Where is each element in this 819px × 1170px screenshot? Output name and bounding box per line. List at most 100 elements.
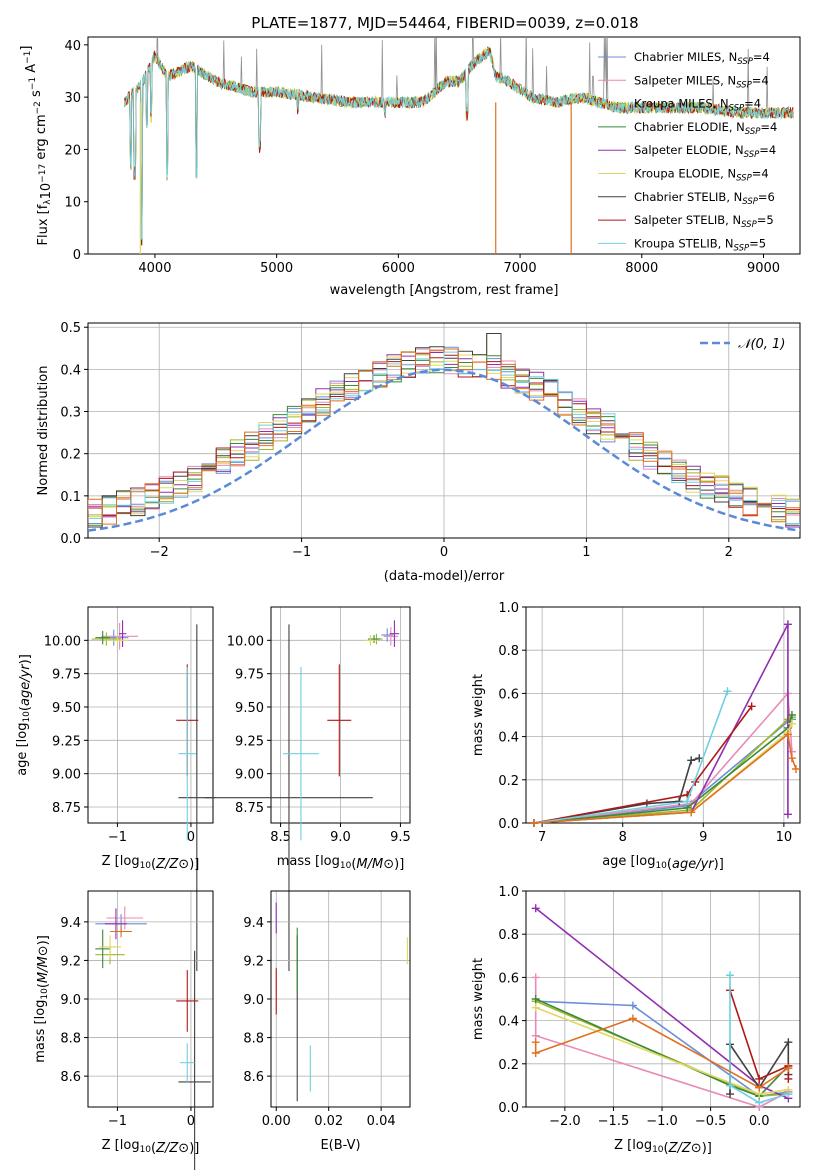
weight-series-line bbox=[535, 1000, 789, 1098]
label-part: 10 bbox=[140, 861, 152, 871]
label-part: 10 bbox=[22, 711, 32, 723]
label-part: ( bbox=[667, 857, 672, 872]
legend-text: Chabrier MILES, N bbox=[634, 50, 737, 64]
label-part: −1 bbox=[23, 51, 33, 64]
y-axis-label: mass [log10(M/M⊙)] bbox=[33, 935, 51, 1063]
weight-series-marker bbox=[784, 1038, 793, 1047]
legend-count: =5 bbox=[749, 236, 766, 250]
label-part: )] bbox=[394, 857, 404, 872]
y-tick-label: 0.6 bbox=[498, 971, 519, 986]
errorbar-point bbox=[389, 620, 400, 647]
y-tick-label: 9.2 bbox=[243, 954, 264, 969]
weight-series-marker bbox=[783, 620, 792, 629]
y-tick-label: 0.6 bbox=[498, 687, 519, 702]
errorbar-point bbox=[104, 908, 127, 940]
label-part: −17 bbox=[38, 164, 48, 183]
errorbar-point bbox=[282, 667, 319, 841]
y-tick-label: 0.0 bbox=[498, 1101, 519, 1116]
y-tick-label: 9.25 bbox=[235, 734, 264, 749]
x-axis-label: Z [log10(Z/Z⊙)] bbox=[102, 854, 200, 872]
label-part: erg cm bbox=[34, 114, 49, 163]
y-tick-label: 0 bbox=[73, 248, 81, 263]
weight-series-marker bbox=[531, 1038, 540, 1047]
label-part: )] bbox=[702, 1141, 712, 1156]
errorbar-point bbox=[110, 925, 133, 938]
legend-text: Salpeter STELIB, N bbox=[634, 213, 741, 227]
legend-subscript: SSP bbox=[745, 127, 761, 137]
y-tick-label: 9.00 bbox=[235, 768, 264, 783]
errorbar-point bbox=[99, 935, 122, 959]
label-part: Flux [f bbox=[36, 204, 51, 245]
x-tick-label: −2.0 bbox=[549, 1114, 581, 1129]
legend-text: Salpeter MILES, N bbox=[634, 73, 736, 87]
y-tick-label: 0.5 bbox=[60, 321, 81, 336]
legend-subscript: SSP bbox=[744, 150, 760, 160]
legend-subscript: SSP bbox=[741, 220, 757, 230]
axes-frame bbox=[87, 606, 214, 824]
weight-series-marker bbox=[755, 1074, 764, 1083]
histogram-panel: −2 −1 0 1 2 0.0 0.1 0.2 0.3 0.4 0.5 𝒩(0, 1) (data-mo… bbox=[36, 321, 801, 584]
label-part: Z/Z⊙ bbox=[668, 1141, 702, 1156]
legend-entry: Kroupa ELODIE, NSSP=4 bbox=[634, 167, 769, 184]
x-tick-label: 4000 bbox=[138, 261, 171, 276]
y-tick-label: 40 bbox=[64, 39, 81, 54]
legend-text: Kroupa STELIB, N bbox=[634, 236, 734, 250]
errorbar-point bbox=[383, 627, 399, 646]
y-tick-label: 0.0 bbox=[498, 817, 519, 832]
x-tick-label: 9000 bbox=[747, 261, 780, 276]
legend-entry: Salpeter STELIB, NSSP=5 bbox=[634, 213, 774, 230]
x-axis-label: Z [log10(Z/Z⊙)] bbox=[614, 1138, 712, 1156]
y-tick-label: 9.50 bbox=[235, 701, 264, 716]
weight-series-marker bbox=[628, 1014, 637, 1023]
weight-series-marker bbox=[695, 754, 704, 763]
legend-entry: Kroupa STELIB, NSSP=5 bbox=[634, 236, 766, 253]
legend-count: =4 bbox=[752, 73, 769, 87]
label-part: )] bbox=[714, 857, 724, 872]
weight-series-marker bbox=[530, 819, 539, 827]
spectrum-panel: 4000 5000 6000 7000 8000 9000 0 10 20 30 40 wavelen… bbox=[19, 36, 801, 298]
errorbar-point bbox=[176, 970, 199, 1032]
y-tick-label: 8.75 bbox=[235, 801, 264, 816]
x-tick-label: 0.04 bbox=[367, 1114, 396, 1129]
legend-subscript: SSP bbox=[734, 243, 750, 253]
legend-count: =6 bbox=[758, 190, 775, 204]
x-tick-label: 7 bbox=[538, 830, 546, 845]
label-part: ( bbox=[36, 983, 51, 988]
y-tick-label: 8.6 bbox=[243, 1070, 264, 1085]
axes-frame bbox=[87, 890, 214, 1108]
weight-series-marker bbox=[787, 719, 796, 728]
weight-series-marker bbox=[531, 1049, 540, 1057]
label-part: )] bbox=[189, 857, 199, 872]
weight-series-marker bbox=[726, 1081, 735, 1090]
label-part: Z [log bbox=[102, 854, 140, 869]
y-tick-label: 9.75 bbox=[235, 668, 264, 683]
legend-text: Kroupa ELODIE, N bbox=[634, 167, 736, 181]
weight-series-marker bbox=[531, 995, 540, 1003]
weight-series-marker bbox=[791, 765, 800, 773]
x-tick-label: 10 bbox=[776, 830, 793, 845]
legend-subscript: SSP bbox=[737, 57, 753, 67]
errorbar-point bbox=[118, 620, 127, 647]
label-part: 10 bbox=[655, 861, 667, 871]
axes-frame bbox=[270, 890, 411, 1108]
legend-entry: Kroupa MILES, NSSP=4 bbox=[634, 97, 761, 114]
gaussian-legend-label: 𝒩(0, 1) bbox=[738, 337, 785, 352]
x-tick-label: −1.0 bbox=[646, 1114, 678, 1129]
x-axis-label: wavelength [Angstrom, rest frame] bbox=[330, 283, 559, 298]
errorbar-point bbox=[91, 632, 122, 646]
y-tick-label: 9.0 bbox=[60, 993, 81, 1008]
weight-series-marker bbox=[726, 1090, 735, 1099]
label-part: 10 bbox=[652, 1145, 664, 1155]
x-tick-label: −1 bbox=[108, 1114, 127, 1129]
label-part: Z [log bbox=[102, 1138, 140, 1153]
x-axis-label: age [log10(age/yr)] bbox=[602, 854, 724, 872]
legend-text: Chabrier ELODIE, N bbox=[634, 120, 745, 134]
weight-series-line bbox=[533, 705, 753, 824]
y-tick-label: 0.4 bbox=[498, 731, 519, 746]
label-part: A bbox=[24, 64, 39, 77]
y-axis-label: mass weight bbox=[471, 674, 486, 756]
label-part: age [log bbox=[602, 854, 655, 869]
x-tick-label: 8000 bbox=[625, 261, 658, 276]
